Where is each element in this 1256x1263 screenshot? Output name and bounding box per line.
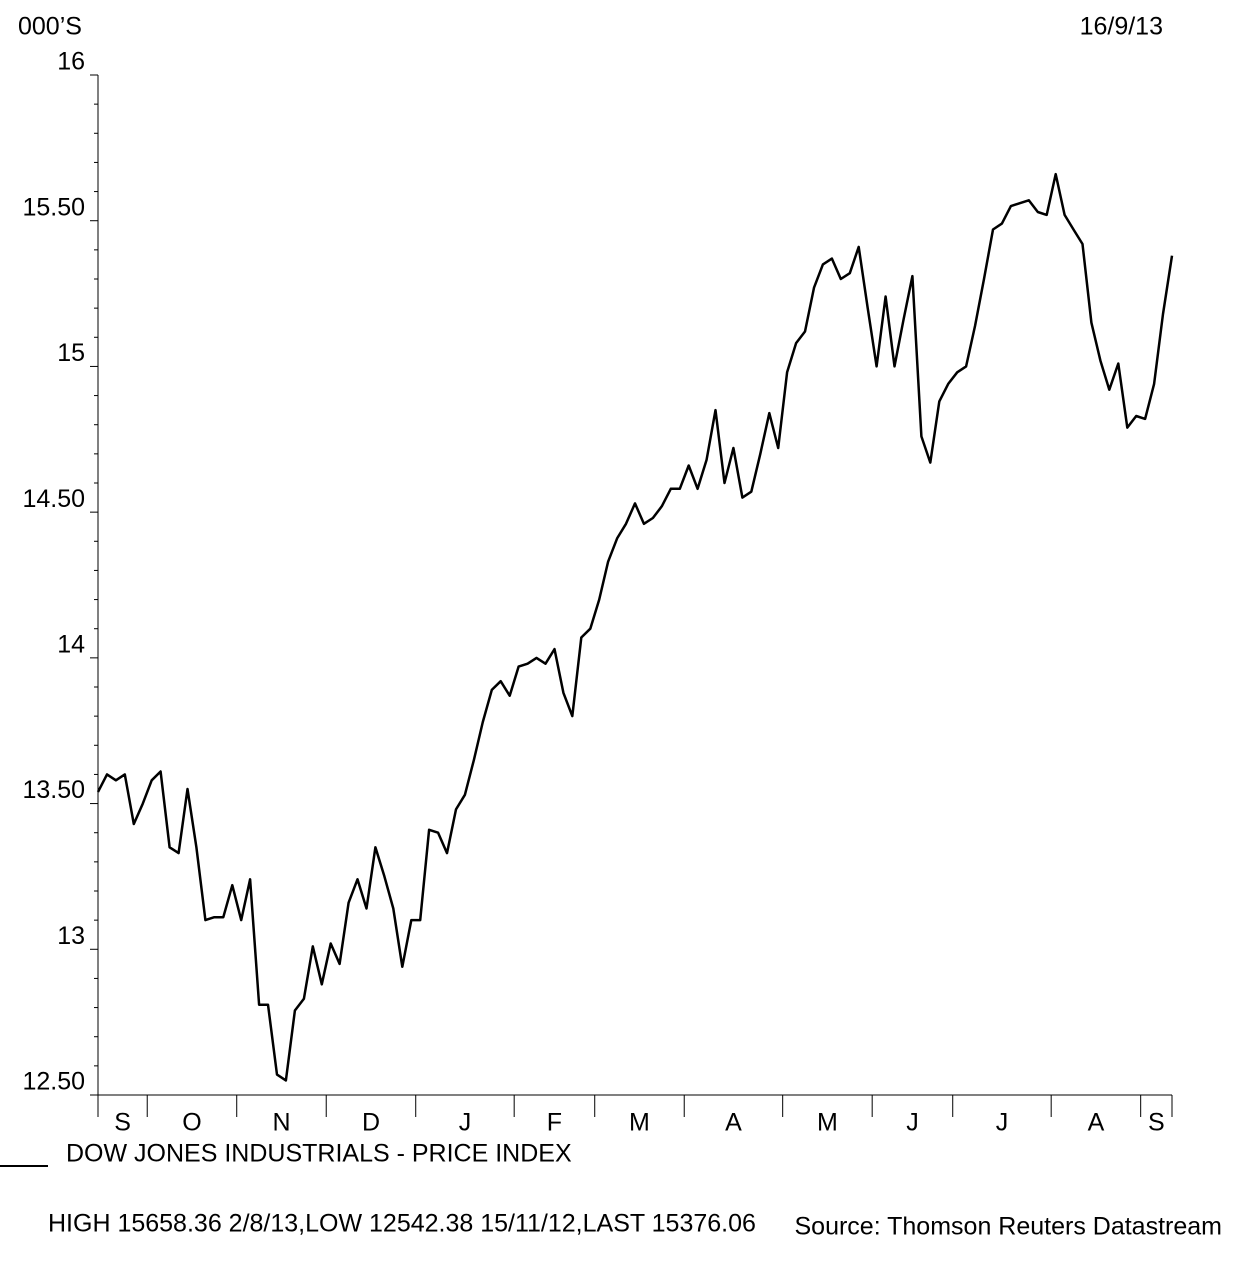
source: Source: Thomson Reuters Datastream: [794, 1213, 1222, 1241]
x-tick-label: D: [362, 1109, 380, 1137]
x-tick-label: S: [1148, 1109, 1165, 1137]
x-tick-label: A: [1088, 1109, 1105, 1137]
y-tick-label: 13.50: [22, 776, 85, 804]
unit-label: 000’S: [18, 13, 82, 41]
x-tick-label: J: [459, 1109, 472, 1137]
y-tick-label: 15: [57, 339, 85, 367]
x-tick-label: M: [629, 1109, 650, 1137]
y-tick-label: 12.50: [22, 1068, 85, 1096]
date-label: 16/9/13: [1080, 13, 1163, 41]
x-tick-label: M: [817, 1109, 838, 1137]
y-tick-label: 16: [57, 48, 85, 76]
y-tick-label: 15.50: [22, 193, 85, 221]
x-tick-label: J: [906, 1109, 919, 1137]
x-tick-label: S: [114, 1109, 131, 1137]
x-tick-label: A: [725, 1109, 742, 1137]
y-tick-label: 14: [57, 630, 85, 658]
y-tick-label: 13: [57, 922, 85, 950]
legend-label: DOW JONES INDUSTRIALS - PRICE INDEX: [66, 1140, 572, 1168]
x-tick-label: F: [547, 1109, 562, 1137]
x-tick-label: O: [182, 1109, 201, 1137]
price-line: [96, 172, 1174, 1082]
x-tick-label: J: [996, 1109, 1009, 1137]
footer: HIGH 15658.36 2/8/13,LOW 12542.38 15/11/…: [48, 1210, 756, 1238]
x-tick-label: N: [272, 1109, 290, 1137]
y-tick-label: 14.50: [22, 485, 85, 513]
